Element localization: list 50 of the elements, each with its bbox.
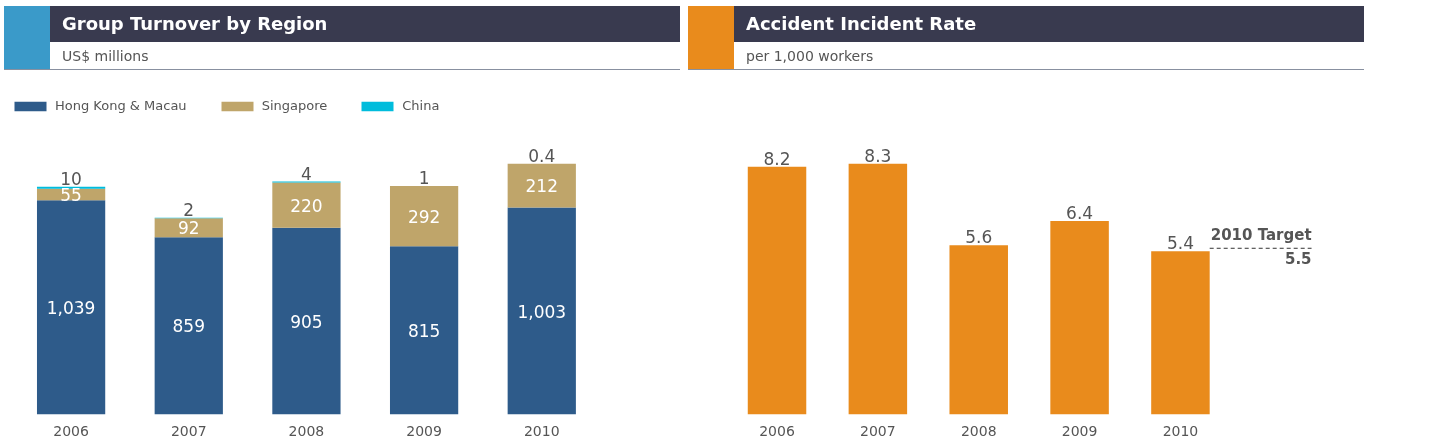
data-label: 292 [407,206,441,227]
data-label: 220 [290,195,323,216]
x-tick-label: 2008 [960,422,997,439]
data-label: 212 [525,176,558,197]
bar [1050,221,1109,415]
data-label: 6.4 [1066,203,1094,224]
data-label: 8.3 [864,145,892,166]
bar [1151,251,1210,415]
data-label: 8.2 [763,148,791,169]
chart-subtitle: US$ millions [61,47,149,66]
legend-label: Hong Kong & Macau [55,98,187,113]
chart-subtitle: per 1,000 workers [745,47,874,66]
bar [507,207,576,415]
data-label: 2 [183,199,195,220]
data-label: 5.6 [965,227,993,248]
data-label: 4 [301,163,312,184]
x-tick-label: 2006 [53,422,90,439]
legend-label: China [402,98,440,113]
data-label: 92 [177,218,200,239]
bar [747,166,807,415]
data-label: 815 [407,320,441,341]
chart-title: Group Turnover by Region [61,12,328,36]
bar [389,186,459,247]
data-label: 1,003 [517,301,567,322]
x-tick-label: 2009 [1061,422,1098,439]
annotation: 5.5 [1284,250,1312,269]
ref-line-label: 2010 Target [1210,226,1312,245]
bar [848,163,908,415]
bar [154,237,223,415]
bar [949,245,1008,415]
x-tick-label: 2010 [523,422,560,439]
data-label: 859 [172,316,205,337]
bar [36,200,106,415]
bar [272,182,341,228]
bar [507,163,576,208]
data-label: 1,039 [46,297,96,318]
bar [272,227,341,415]
data-label: 1 [418,167,430,188]
legend-label: Singapore [261,98,328,113]
chart-title: Accident Incident Rate [745,12,977,36]
data-label: 5.4 [1166,233,1194,254]
x-tick-label: 2007 [860,422,896,439]
x-tick-label: 2006 [759,422,795,439]
x-tick-label: 2007 [170,422,207,439]
x-tick-label: 2008 [288,422,325,439]
bar [389,246,459,415]
x-tick-label: 2010 [1162,422,1199,439]
x-tick-label: 2009 [406,422,442,439]
data-label: 905 [290,311,323,332]
data-label: 0.4 [528,145,556,166]
